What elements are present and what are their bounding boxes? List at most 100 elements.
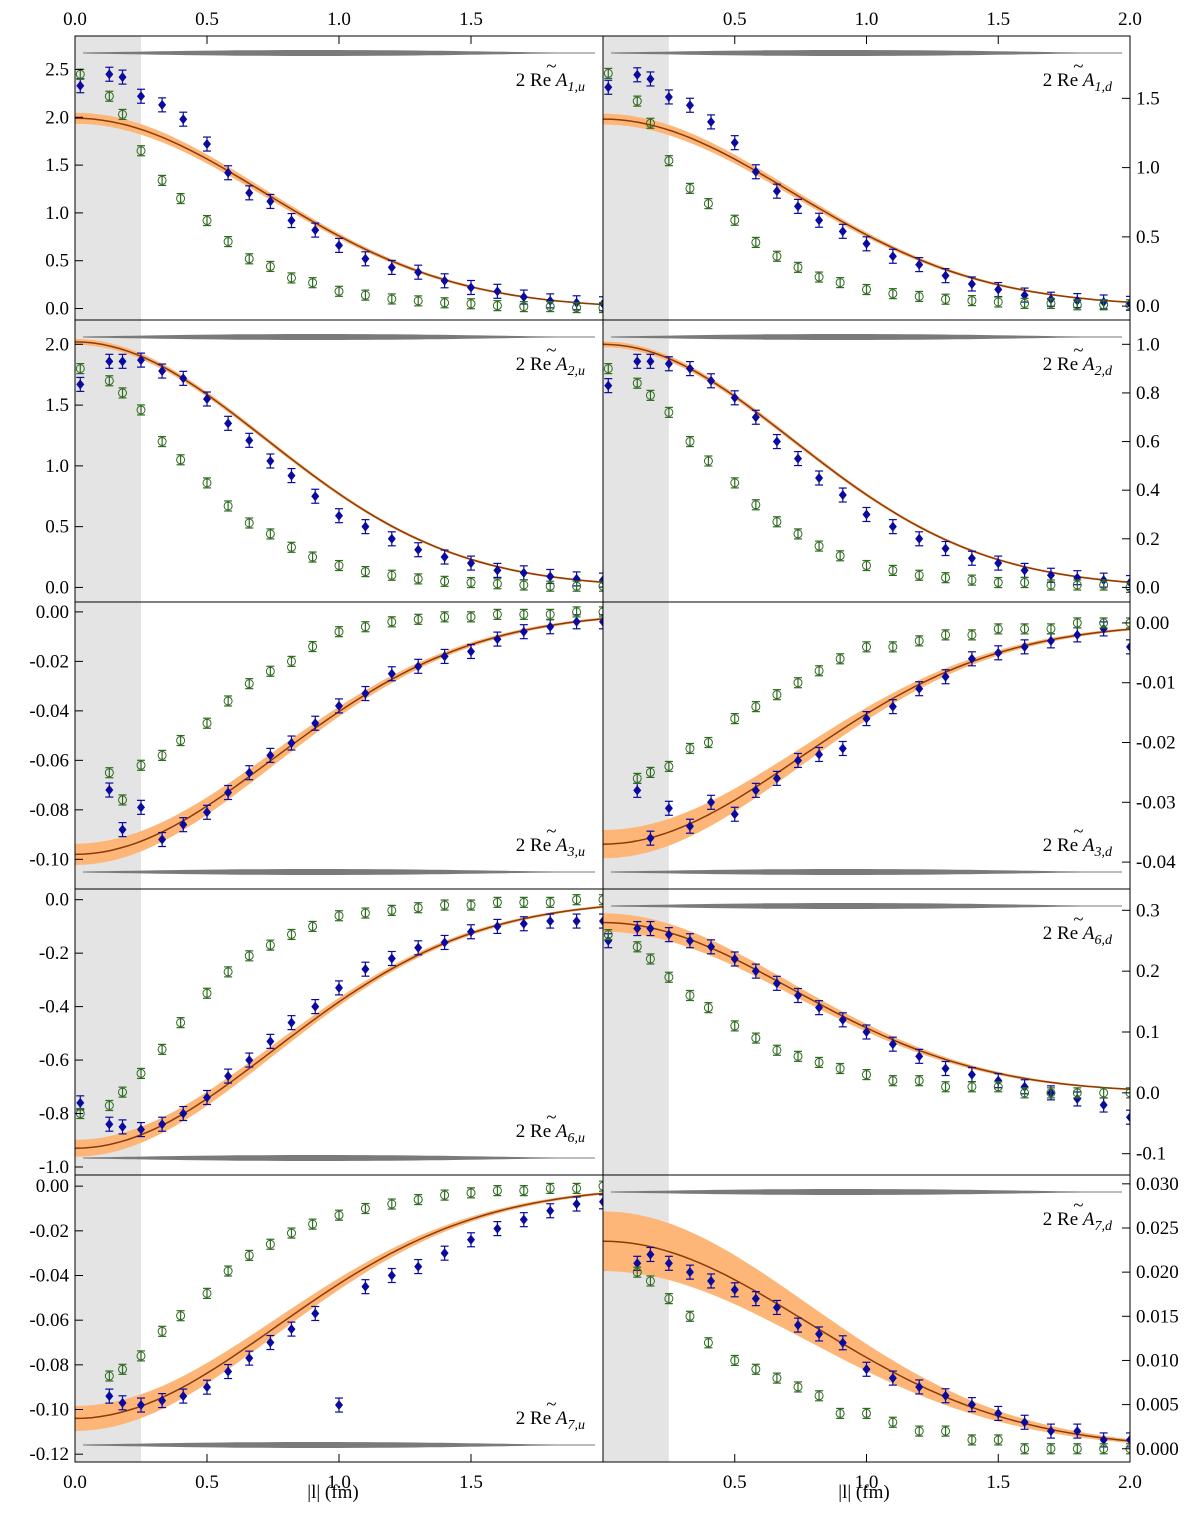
data-point-circle [814, 1057, 824, 1067]
data-point-circle [136, 760, 146, 770]
data-point-diamond [707, 116, 716, 127]
tilde-accent: ~ [1073, 821, 1083, 842]
data-point-circle [176, 736, 186, 746]
x-axes-group: 0.0 0.5 1.0 1.5 0.5 1.0 1.5 2.0 0.0 0.5 1.0 1.5 0.5 1… [63, 9, 1142, 1493]
tilde-accent: ~ [1073, 1195, 1083, 1216]
data-point-diamond [664, 1258, 673, 1269]
data-point-diamond [467, 926, 475, 937]
y-tick-label: 0.0 [1136, 577, 1160, 598]
y-tick-label: 0.0 [1136, 296, 1160, 317]
data-point-diamond [224, 787, 233, 798]
panel-label-prefix: 2 Re [1043, 354, 1083, 375]
data-point-circle [603, 364, 613, 374]
data-point-circle [466, 578, 476, 588]
panel-label-subscript: 6,d [1095, 933, 1114, 948]
data-point-circle [1125, 300, 1130, 310]
data-point-circle [157, 437, 167, 447]
data-point-circle [993, 578, 1003, 588]
data-point-diamond [546, 621, 555, 632]
data-point-diamond [203, 807, 211, 818]
data-point-diamond [361, 964, 370, 975]
plot-area [75, 36, 603, 320]
data-point-circle [440, 1190, 450, 1200]
data-point-diamond [224, 167, 233, 178]
y-tick-label: -0.04 [29, 1266, 69, 1287]
y-tick-label: 0.0 [45, 299, 69, 320]
panel-label-symbol: A [554, 1408, 568, 1429]
data-point-circle [136, 405, 146, 415]
panel-label-symbol: A [554, 354, 568, 375]
data-point-circle [334, 561, 344, 571]
fit-curve [603, 118, 1130, 303]
y-tick-label: -0.01 [1136, 673, 1176, 694]
data-point-diamond [266, 750, 275, 761]
data-point-circle [814, 272, 824, 282]
excluded-region [75, 320, 141, 602]
y-tick-label: -0.04 [1136, 852, 1176, 873]
data-point-circle [645, 1276, 655, 1286]
y-tick-label: 0.015 [1136, 1306, 1179, 1327]
data-point-circle [75, 69, 85, 79]
data-point-diamond [414, 661, 423, 672]
plot-area [603, 1175, 1130, 1462]
data-point-circle [772, 517, 782, 527]
data-point-circle [286, 1228, 296, 1238]
fit-band [603, 113, 1130, 303]
data-point-circle [223, 237, 233, 247]
panel-label-prefix: 2 Re [516, 835, 556, 856]
data-point-circle [387, 570, 397, 580]
data-point-circle [334, 1210, 344, 1220]
data-point-diamond [311, 1308, 320, 1319]
data-point-circle [793, 529, 803, 539]
data-point-circle [941, 1082, 951, 1092]
panel-label-subscript: 2,d [1095, 364, 1114, 379]
data-point-circle [664, 1294, 674, 1304]
data-point-diamond [941, 543, 950, 554]
y-tick-label: -0.03 [1136, 792, 1176, 813]
data-point-circle [664, 972, 674, 982]
excluded-region [75, 36, 141, 320]
data-point-diamond [467, 646, 475, 657]
data-point-diamond [335, 1400, 343, 1411]
y-tick-label: -0.8 [39, 1104, 69, 1125]
data-point-diamond [646, 356, 655, 367]
data-point-diamond [266, 196, 275, 207]
data-point-circle [632, 96, 642, 106]
data-point-diamond [1099, 1434, 1108, 1445]
data-point-diamond [730, 953, 739, 964]
data-point-diamond [633, 1258, 642, 1269]
data-point-circle [1046, 580, 1056, 590]
data-point-diamond [387, 262, 396, 273]
y-tick-label: 0.025 [1136, 1218, 1179, 1239]
data-point-circle [286, 656, 296, 666]
data-point-circle [730, 714, 740, 724]
data-point-diamond [1126, 1434, 1130, 1445]
data-point-diamond [179, 373, 188, 384]
x-tick-label: 0.5 [723, 1472, 747, 1493]
y-tick-label: -0.08 [29, 1355, 69, 1376]
data-point-diamond [245, 435, 254, 446]
data-point-circle [793, 1382, 803, 1392]
data-point-diamond [1020, 565, 1029, 576]
data-point-diamond [266, 456, 275, 466]
data-point-circle [1072, 1444, 1082, 1454]
data-point-circle [519, 609, 529, 619]
panel-label: 2 Re A2,d [1043, 354, 1113, 379]
data-point-circle [793, 678, 803, 688]
data-point-diamond [76, 1097, 85, 1108]
y-tick-label: 0.6 [1136, 432, 1160, 453]
data-point-circle [308, 642, 318, 652]
data-point-diamond [815, 1002, 824, 1013]
fit-band [603, 628, 1130, 859]
data-point-diamond [414, 267, 423, 278]
weight-band [83, 1442, 595, 1448]
fit-curve [75, 618, 603, 856]
data-point-diamond [387, 668, 396, 679]
data-point-circle [941, 573, 951, 583]
x-tick-label: 1.0 [855, 9, 879, 30]
data-point-diamond [224, 1366, 233, 1377]
data-point-circle [265, 261, 275, 271]
data-point-diamond [730, 1284, 739, 1295]
data-point-diamond [440, 937, 449, 948]
data-point-circle [387, 1199, 397, 1209]
